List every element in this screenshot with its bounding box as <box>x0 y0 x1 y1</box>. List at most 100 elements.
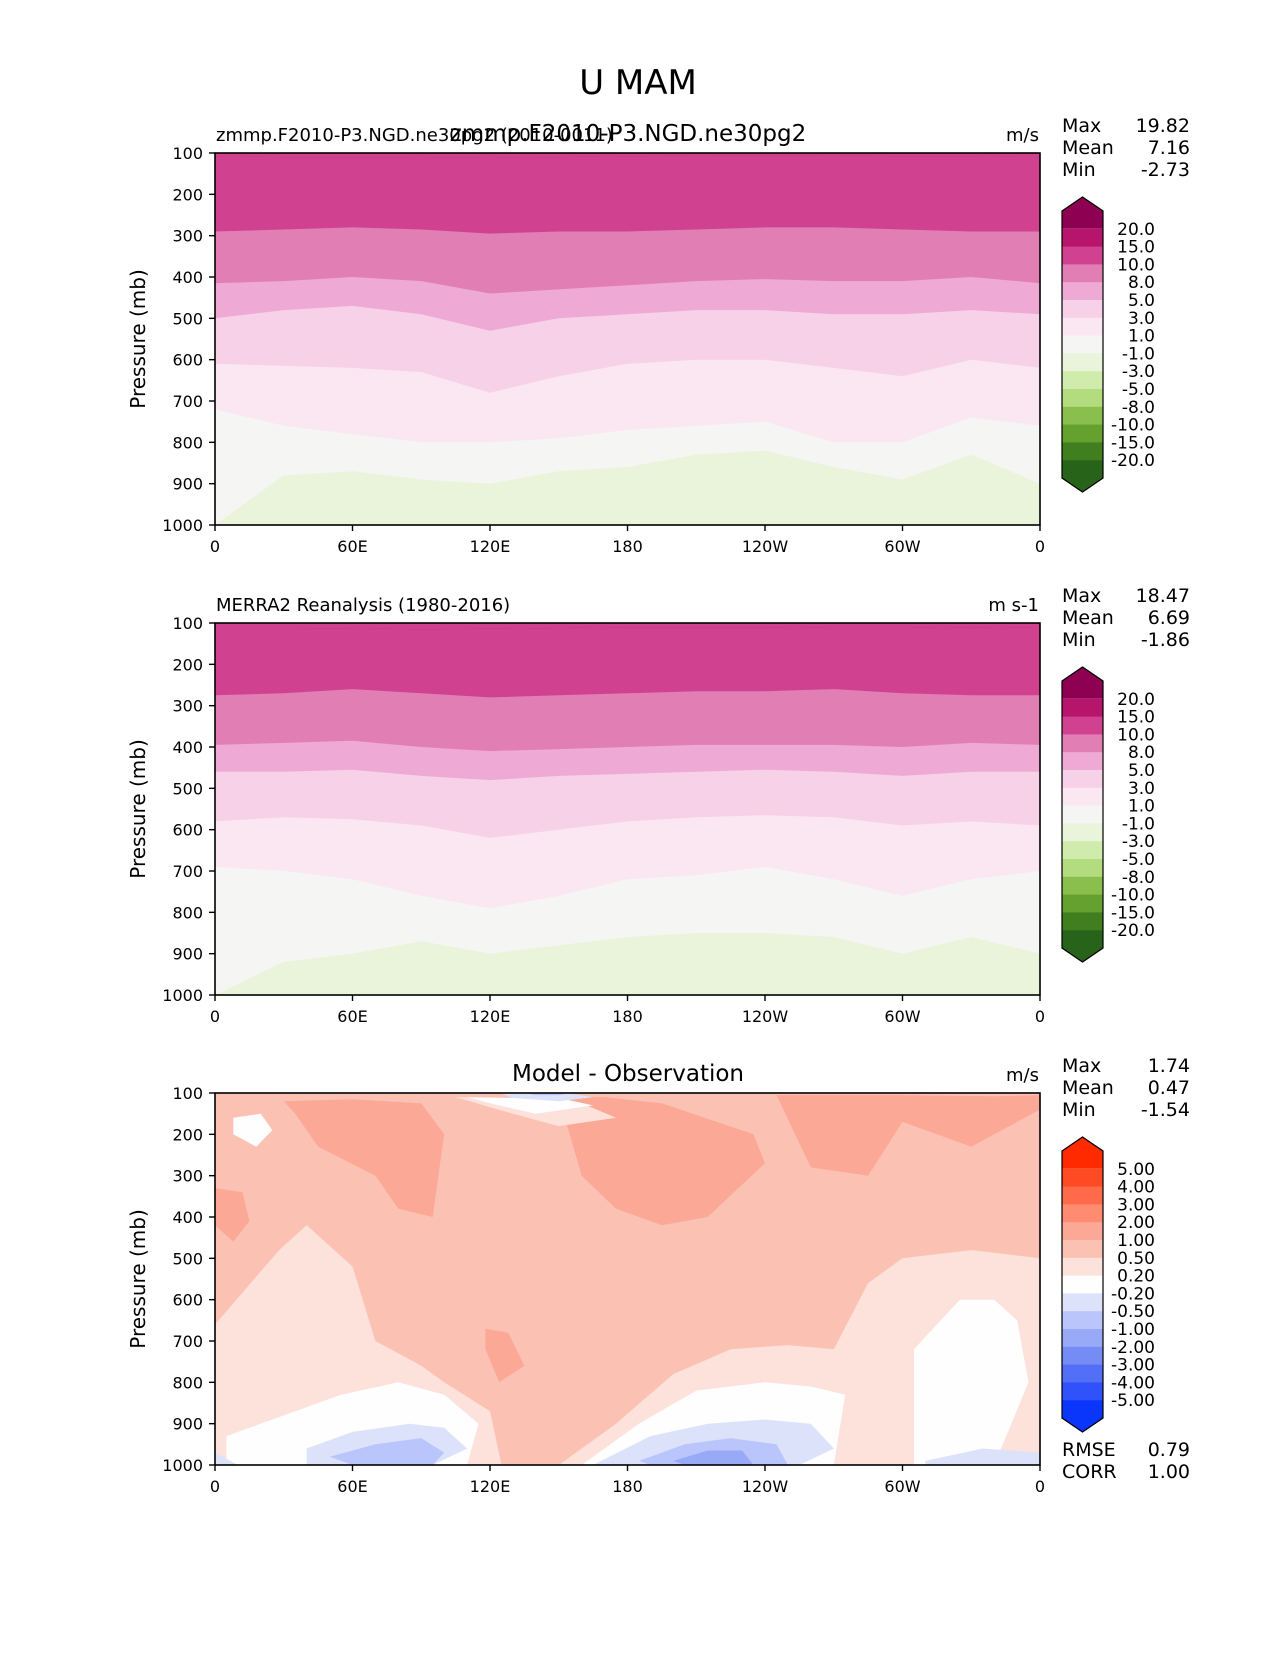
obs-ytick-label: 100 <box>172 614 203 633</box>
model-colorbar-outline <box>1061 196 1104 493</box>
obs-colorbar-swatch <box>1062 770 1103 789</box>
model-colorbar-label: -3.0 <box>1122 362 1155 382</box>
diff-colorbar-swatch <box>1062 1329 1103 1348</box>
diff-xtick-label: 120W <box>742 1477 789 1496</box>
diff-contour-region <box>215 1188 250 1242</box>
model-colorbar-label: -1.0 <box>1122 344 1155 364</box>
obs-colorbar-label: 8.0 <box>1128 743 1155 763</box>
model-colorbar-label: 1.0 <box>1128 327 1155 347</box>
obs-xtick-label: 0 <box>1035 1007 1045 1026</box>
model-colorbar-swatch <box>1062 406 1103 426</box>
model-ytick-label: 600 <box>172 351 203 370</box>
obs-ytick-label: 200 <box>172 655 203 674</box>
model-colorbar-swatch <box>1062 442 1103 461</box>
panel-diff-units: m/s <box>1006 1065 1039 1086</box>
obs-colorbar-label: -5.0 <box>1122 850 1155 870</box>
diff-contour-region <box>673 1450 754 1465</box>
diff-ytick-label: 100 <box>172 1084 203 1103</box>
diff-colorbar-label: -3.00 <box>1111 1356 1155 1376</box>
model-colorbar-extend-top <box>1062 197 1103 229</box>
model-colorbar-label: -8.0 <box>1122 398 1155 418</box>
diff-stat-label: Max <box>1062 1055 1101 1077</box>
model-plot-area <box>215 153 1040 525</box>
panel-diff: Model - Observation m/s 100 200 300 400 500 6… <box>126 1055 1190 1496</box>
obs-ytick-label: 500 <box>172 779 203 798</box>
diff-contour-region <box>329 1438 445 1465</box>
diff-colorbar-swatch <box>1062 1311 1103 1330</box>
obs-colorbar: 20.015.010.08.05.03.01.0-1.0-3.0-5.0-8.0… <box>1061 666 1155 963</box>
obs-xtick-label: 120W <box>742 1007 789 1026</box>
diff-colorbar-extend-bottom <box>1062 1400 1103 1432</box>
diff-xtick-label: 60E <box>337 1477 367 1496</box>
diff-colorbar-swatch <box>1062 1222 1103 1241</box>
diff-contour-region <box>467 1097 594 1114</box>
obs-colorbar-swatch <box>1062 894 1103 913</box>
diff-xtick-label: 60W <box>884 1477 920 1496</box>
diff-stat-value: 1.74 <box>1148 1055 1190 1077</box>
diff-colorbar: 5.004.003.002.001.000.500.20-0.20-0.50-1… <box>1061 1136 1155 1433</box>
diff-ylabel: Pressure (mb) <box>126 1209 150 1349</box>
diff-colorbar-label: 2.00 <box>1117 1213 1155 1233</box>
diff-colorbar-swatch <box>1062 1204 1103 1223</box>
model-contour-band-top <box>215 153 1040 158</box>
model-colorbar-swatch <box>1062 282 1103 301</box>
diff-contour-region <box>925 1448 1040 1465</box>
model-stat-value: -2.73 <box>1141 159 1190 181</box>
diff-xtick-label: 0 <box>1035 1477 1045 1496</box>
obs-xtick-label: 60W <box>884 1007 920 1026</box>
obs-colorbar-label: -10.0 <box>1111 886 1155 906</box>
obs-colorbar-label: 3.0 <box>1128 779 1155 799</box>
diff-contour-region <box>233 1113 273 1147</box>
model-ytick-label: 800 <box>172 433 203 452</box>
diff-xtick-label: 0 <box>210 1477 220 1496</box>
diff-stat-value: -1.54 <box>1141 1099 1190 1121</box>
diff-colorbar-extend-top <box>1062 1137 1103 1169</box>
model-colorbar: 20.015.010.08.05.03.01.0-1.0-3.0-5.0-8.0… <box>1061 196 1155 493</box>
diff-colorbar-label: -0.20 <box>1111 1284 1155 1304</box>
diff-colorbar-label: -1.00 <box>1111 1320 1155 1340</box>
diff-ytick-label: 500 <box>172 1249 203 1268</box>
obs-colorbar-swatch <box>1062 787 1103 807</box>
model-colorbar-label: -10.0 <box>1111 416 1155 436</box>
diff-colorbar-swatch <box>1062 1382 1103 1401</box>
diff-extra-stat-value: 0.79 <box>1148 1439 1190 1461</box>
model-colorbar-extend-bottom <box>1062 460 1103 492</box>
diff-colorbar-swatch <box>1062 1293 1103 1312</box>
model-colorbar-swatch <box>1062 264 1103 283</box>
diff-contour-region <box>776 1095 1040 1176</box>
model-colorbar-label: -15.0 <box>1111 433 1155 453</box>
model-colorbar-label: 20.0 <box>1117 220 1155 240</box>
diff-stat-label: Mean <box>1062 1077 1114 1099</box>
model-stat-value: 7.16 <box>1148 137 1190 159</box>
obs-xtick-label: 180 <box>612 1007 643 1026</box>
model-stat-value: 19.82 <box>1136 115 1190 137</box>
diff-contour-region <box>501 1093 594 1102</box>
diff-colorbar-swatch <box>1062 1346 1103 1366</box>
model-colorbar-label: -20.0 <box>1111 451 1155 471</box>
diff-ytick-label: 400 <box>172 1208 203 1227</box>
diff-ytick-label: 800 <box>172 1373 203 1392</box>
diff-colorbar-outline <box>1061 1136 1104 1433</box>
obs-stat-value: -1.86 <box>1141 629 1190 651</box>
model-ytick-label: 400 <box>172 268 203 287</box>
obs-colorbar-label: 10.0 <box>1117 725 1155 745</box>
model-colorbar-swatch <box>1062 371 1103 390</box>
obs-colorbar-swatch <box>1062 716 1103 735</box>
obs-colorbar-swatch <box>1062 876 1103 896</box>
panel-obs-units: m s-1 <box>988 595 1039 616</box>
diff-colorbar-label: 4.00 <box>1117 1178 1155 1198</box>
diff-colorbar-swatch <box>1062 1364 1103 1383</box>
diff-ytick-label: 600 <box>172 1291 203 1310</box>
obs-stat-label: Mean <box>1062 607 1114 629</box>
diff-colorbar-label: 0.20 <box>1117 1267 1155 1287</box>
model-stat-label: Mean <box>1062 137 1114 159</box>
model-ytick-label: 700 <box>172 392 203 411</box>
obs-contour-band-top <box>215 623 1040 630</box>
obs-colorbar-swatch <box>1062 698 1103 718</box>
model-ytick-label: 200 <box>172 185 203 204</box>
panel-model-units: m/s <box>1006 125 1039 146</box>
diff-colorbar-label: -4.00 <box>1111 1373 1155 1393</box>
obs-ytick-label: 800 <box>172 903 203 922</box>
panel-obs: MERRA2 Reanalysis (1980-2016) m s-1 100 2… <box>126 585 1190 1026</box>
